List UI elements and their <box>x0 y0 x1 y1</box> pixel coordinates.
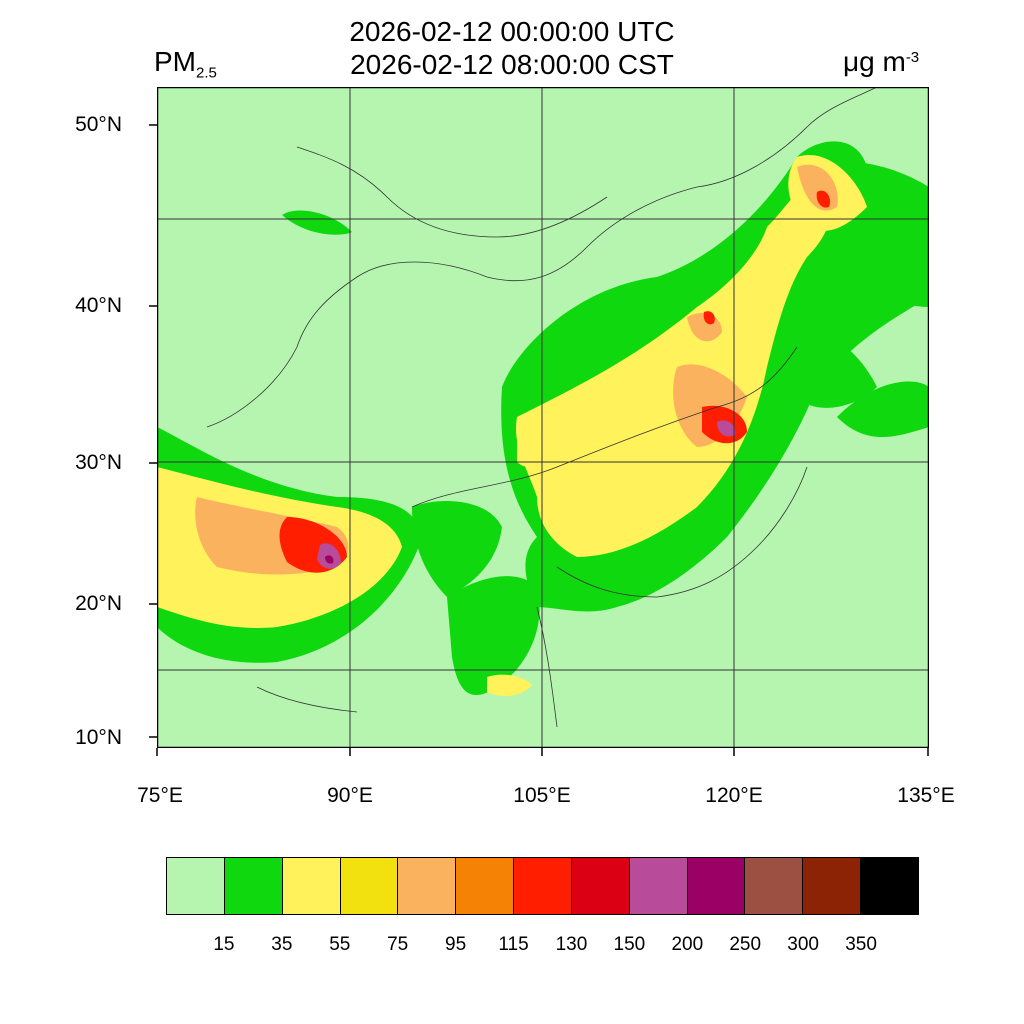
colorbar-label: 55 <box>329 934 351 955</box>
colorbar-label: 15 <box>213 934 235 955</box>
colorbar-label: 95 <box>445 934 467 955</box>
colorbar-cell <box>803 858 862 914</box>
colorbar-label: 130 <box>555 934 588 955</box>
field-green-indochina <box>447 576 540 696</box>
boundaries <box>206 87 878 728</box>
units-label: μg m-3 <box>843 46 920 77</box>
colorbar-cell <box>629 858 688 914</box>
colorbar-cell <box>687 858 746 914</box>
lon-label-90e: 90°E <box>327 784 373 807</box>
field-purple-bengal <box>325 555 334 564</box>
lat-label-30n: 30°N <box>75 451 122 474</box>
lat-label-50n: 50°N <box>75 113 122 136</box>
title-cst: 2026-02-12 08:00:00 CST <box>350 49 674 80</box>
colorbar-cell <box>282 858 341 914</box>
colorbar-cell <box>571 858 630 914</box>
field-green-xinjiang <box>282 210 352 235</box>
axis-ticks <box>149 124 929 756</box>
field-purple-shanghai <box>717 420 736 437</box>
lon-label-105e: 105°E <box>513 784 571 807</box>
field-green-sw-china <box>412 501 502 597</box>
colorbar-label: 115 <box>498 934 529 955</box>
colorbar-cell <box>456 858 515 914</box>
title-utc: 2026-02-12 00:00:00 UTC <box>349 16 675 47</box>
field-yellow-szechuan <box>517 432 557 468</box>
colorbar-cell <box>340 858 399 914</box>
variable-label: PM2.5 <box>154 46 217 82</box>
colorbar-cell <box>224 858 283 914</box>
pm25-map <box>157 87 929 748</box>
field-yellow-indochina <box>487 674 532 697</box>
graticule <box>157 87 929 748</box>
colorbar <box>166 857 919 915</box>
lat-label-10n: 10°N <box>75 726 122 749</box>
colorbar-cell <box>861 858 918 914</box>
field-green-korea <box>777 325 877 408</box>
colorbar-label: 350 <box>845 934 877 955</box>
colorbar-cell <box>514 858 572 914</box>
colorbar-cell <box>167 858 225 914</box>
field-green-japan <box>837 381 929 437</box>
map-frame <box>157 87 929 748</box>
lon-label-120e: 120°E <box>705 784 763 807</box>
lon-label-135e: 135°E <box>897 784 955 807</box>
colorbar-label: 200 <box>671 934 704 955</box>
lat-label-40n: 40°N <box>75 294 122 317</box>
colorbar-label: 150 <box>613 934 646 955</box>
field-red-beijing <box>703 311 715 325</box>
colorbar-label: 250 <box>729 934 762 955</box>
colorbar-label: 300 <box>787 934 819 955</box>
lat-label-20n: 20°N <box>75 592 122 615</box>
lon-label-75e: 75°E <box>137 784 183 807</box>
colorbar-label: 75 <box>387 934 409 955</box>
colorbar-cell <box>398 858 457 914</box>
colorbar-cell <box>745 858 804 914</box>
field-red-ne <box>816 190 831 208</box>
colorbar-label: 35 <box>271 934 293 955</box>
